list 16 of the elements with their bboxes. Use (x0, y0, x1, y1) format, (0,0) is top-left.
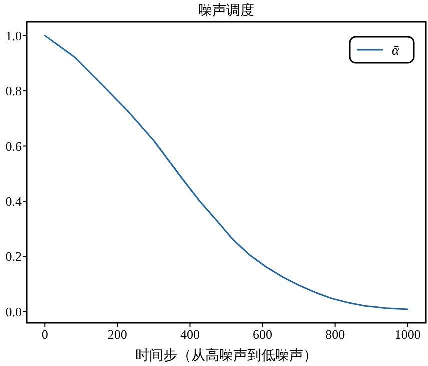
y-tick-label: 0.0 (6, 304, 22, 320)
x-tick-label: 800 (326, 327, 346, 342)
y-tick-label: 0.8 (6, 84, 22, 99)
y-tick-label: 1.0 (6, 28, 22, 44)
x-tick-label: 600 (253, 327, 273, 342)
legend-label: ᾱ (392, 44, 400, 59)
x-tick-label: 200 (108, 327, 128, 342)
x-tick-label: 0 (42, 327, 48, 342)
line-series (44, 35, 409, 310)
y-tick-label: 0.4 (6, 194, 22, 209)
x-axis-title: 时间步（从高噪声到低噪声） (136, 348, 318, 364)
x-tick-label: 400 (180, 327, 200, 342)
x-tick-label: 1000 (394, 327, 421, 342)
chart-title: 噪声调度 (198, 3, 254, 19)
y-tick-label: 0.2 (6, 249, 22, 264)
y-tick-label: 0.6 (6, 138, 22, 154)
